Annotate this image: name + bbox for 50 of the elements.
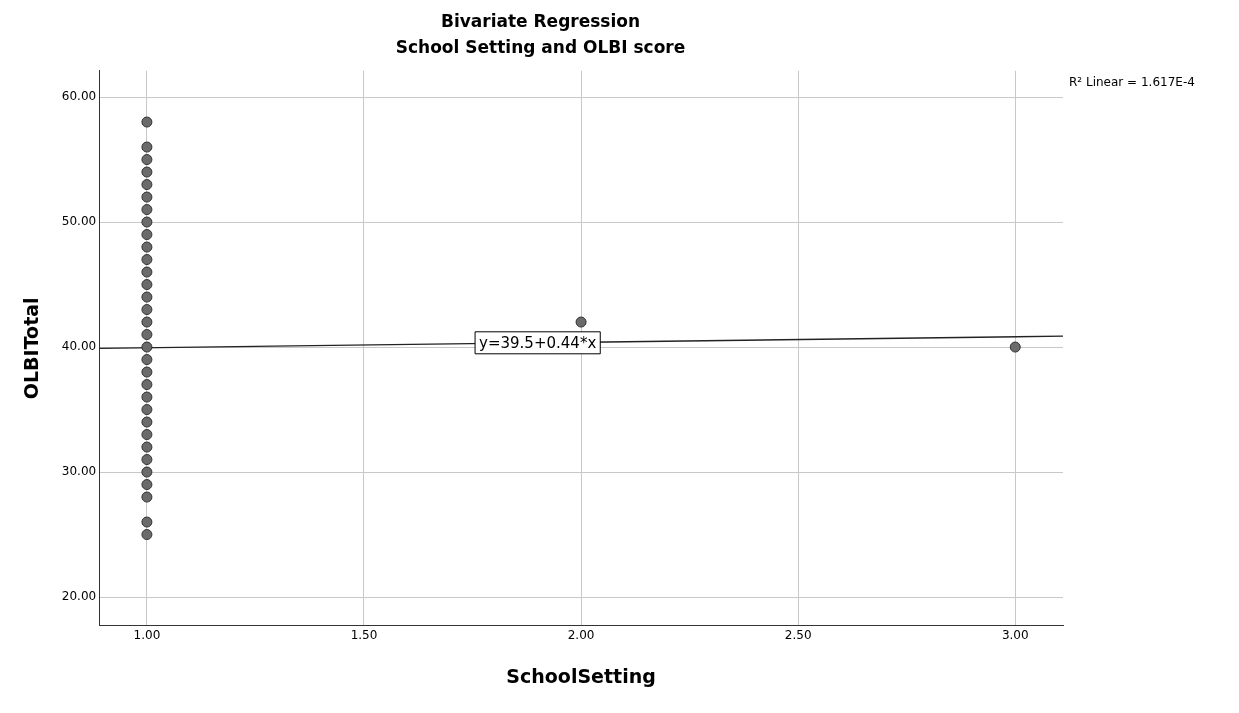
point [141, 491, 153, 503]
x-tick-label: 2.50 [784, 628, 812, 643]
y-axis-title: OLBITotal [20, 297, 43, 400]
x-tick-label: 1.00 [133, 628, 161, 643]
point [141, 116, 153, 128]
point [141, 441, 153, 453]
point [141, 479, 153, 491]
x-tick-label: 1.50 [350, 628, 378, 643]
point [141, 341, 153, 353]
y-tick-label: 30.00 [61, 464, 97, 479]
point [141, 179, 153, 191]
chart-subtitle: School Setting and OLBI score [395, 37, 686, 58]
annotation: y=39.5+0.44*x [479, 333, 597, 352]
point [141, 391, 153, 403]
chart-title: Bivariate Regression [440, 10, 641, 31]
point [141, 141, 153, 153]
point [141, 304, 153, 316]
point [141, 454, 153, 466]
point [141, 516, 153, 528]
point [575, 316, 587, 328]
point [141, 354, 153, 366]
y-tick-label: 40.00 [61, 339, 97, 354]
point [141, 316, 153, 328]
point [141, 229, 153, 241]
x-tick-label: 3.00 [1001, 628, 1029, 643]
point [141, 404, 153, 416]
point [141, 529, 153, 541]
point [141, 216, 153, 228]
point [141, 266, 153, 278]
x-tick-label: 2.00 [567, 628, 595, 643]
point [141, 366, 153, 378]
y-tick-label: 20.00 [61, 589, 97, 604]
point [141, 154, 153, 166]
x-axis-title: SchoolSetting [506, 664, 656, 687]
point [141, 379, 153, 391]
text: R² Linear = 1.617E-4 [1069, 74, 1195, 89]
point [1009, 341, 1021, 353]
point [141, 416, 153, 428]
point [141, 466, 153, 478]
point [141, 191, 153, 203]
point [141, 166, 153, 178]
y-tick-label: 50.00 [61, 214, 97, 229]
point [141, 241, 153, 253]
y-tick-label: 60.00 [61, 89, 97, 104]
point [141, 204, 153, 216]
point [141, 279, 153, 291]
point [141, 291, 153, 303]
point [141, 429, 153, 441]
point [141, 329, 153, 341]
point [141, 254, 153, 266]
